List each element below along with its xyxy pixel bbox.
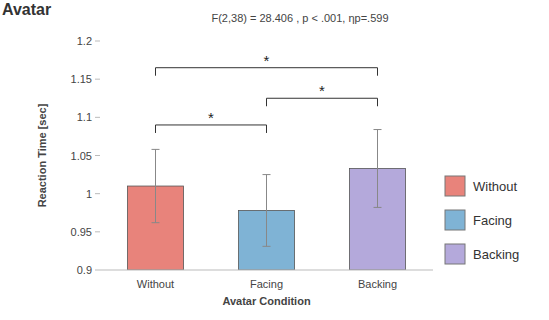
- significance-bracket: [156, 125, 267, 133]
- error-bar: [374, 130, 382, 208]
- error-cap: [263, 246, 271, 247]
- legend-label: Facing: [473, 213, 512, 228]
- significance-label: *: [264, 52, 270, 69]
- legend-swatch: [445, 210, 465, 230]
- significance-label: *: [319, 82, 325, 99]
- x-tick-label: Facing: [250, 278, 283, 290]
- y-tick-label: 1: [86, 188, 92, 200]
- y-tick: [95, 155, 100, 156]
- x-tick-label: Without: [137, 278, 174, 290]
- y-tick: [95, 270, 100, 271]
- chart: Avatar F(2,38) = 28.406 , p < .001, ηp=.5…: [0, 0, 549, 320]
- legend-label: Backing: [473, 247, 519, 262]
- error-bar: [152, 149, 160, 222]
- error-cap: [374, 207, 382, 208]
- plot-area: [128, 130, 406, 270]
- x-axis-title: Avatar Condition: [222, 295, 310, 307]
- y-tick-label: 1.05: [71, 150, 92, 162]
- y-tick: [95, 41, 100, 42]
- error-cap: [152, 149, 160, 150]
- y-tick: [95, 117, 100, 118]
- y-tick-label: 0.95: [71, 226, 92, 238]
- error-line: [377, 130, 378, 208]
- significance-bracket: [267, 98, 378, 106]
- y-tick-label: 1.15: [71, 73, 92, 85]
- y-tick: [95, 193, 100, 194]
- x-tick-label: Backing: [358, 278, 397, 290]
- significance-bracket: [156, 68, 378, 76]
- error-line: [155, 149, 156, 222]
- y-tick-label: 0.9: [77, 264, 92, 276]
- y-tick-label: 1.1: [77, 111, 92, 123]
- y-tick: [95, 79, 100, 80]
- error-cap: [152, 222, 160, 223]
- significance-label: *: [208, 109, 214, 126]
- subtitle: F(2,38) = 28.406 , p < .001, ηp=.599: [211, 12, 388, 24]
- legend-swatch: [445, 176, 465, 196]
- legend-label: Without: [473, 179, 517, 194]
- error-bar: [263, 175, 271, 247]
- title: Avatar: [2, 1, 51, 18]
- y-tick-label: 1.2: [77, 35, 92, 47]
- error-cap: [374, 129, 382, 130]
- legend-swatch: [445, 244, 465, 264]
- error-line: [266, 175, 267, 247]
- y-axis-title: Reaction Time [sec]: [36, 103, 48, 207]
- error-cap: [263, 174, 271, 175]
- y-tick: [95, 231, 100, 232]
- x-axis: [100, 270, 433, 271]
